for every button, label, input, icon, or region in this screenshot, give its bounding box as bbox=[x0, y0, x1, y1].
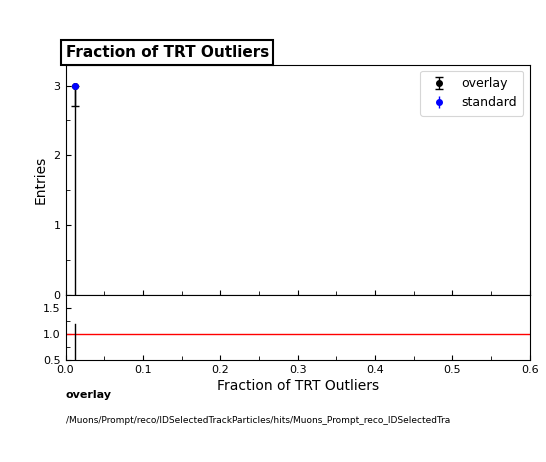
Y-axis label: Entries: Entries bbox=[34, 156, 48, 204]
Legend: overlay, standard: overlay, standard bbox=[420, 71, 524, 116]
X-axis label: Fraction of TRT Outliers: Fraction of TRT Outliers bbox=[217, 379, 378, 393]
Text: /Muons/Prompt/reco/IDSelectedTrackParticles/hits/Muons_Prompt_reco_IDSelectedTra: /Muons/Prompt/reco/IDSelectedTrackPartic… bbox=[66, 416, 450, 425]
Text: overlay: overlay bbox=[66, 390, 111, 401]
Text: Fraction of TRT Outliers: Fraction of TRT Outliers bbox=[66, 45, 269, 60]
